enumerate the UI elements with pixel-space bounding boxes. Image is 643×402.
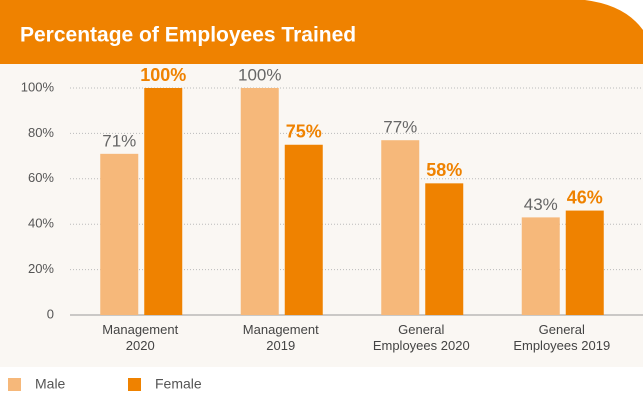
bar xyxy=(284,144,323,315)
value-label: 46% xyxy=(567,187,603,207)
y-tick-label: 0 xyxy=(47,306,54,321)
y-tick-label: 80% xyxy=(28,125,54,140)
value-label: 75% xyxy=(286,122,322,142)
value-label: 77% xyxy=(383,118,417,137)
bar xyxy=(521,217,560,315)
x-tick-label: Management 2019 xyxy=(242,322,319,353)
y-tick-label: 20% xyxy=(28,261,54,276)
bar xyxy=(144,88,183,315)
x-tick-label: General Employees 2020 xyxy=(372,322,470,353)
y-tick-label: 40% xyxy=(28,216,54,231)
value-label: 100% xyxy=(238,65,281,84)
legend-swatch xyxy=(8,378,21,391)
x-tick-label: General Employees 2019 xyxy=(513,322,611,353)
value-label: 71% xyxy=(102,131,136,150)
y-tick-label: 60% xyxy=(28,170,54,185)
bar xyxy=(565,210,604,315)
bar xyxy=(425,183,464,315)
chart-title: Percentage of Employees Trained xyxy=(20,24,356,47)
bar xyxy=(381,140,420,315)
value-label: 43% xyxy=(524,195,558,214)
value-label: 100% xyxy=(140,65,186,85)
value-label: 58% xyxy=(426,160,462,180)
legend-label: Female xyxy=(155,376,202,392)
bar xyxy=(100,153,139,315)
title-banner xyxy=(0,0,643,64)
bar xyxy=(240,88,279,315)
legend-swatch xyxy=(128,378,141,391)
y-tick-label: 100% xyxy=(21,79,55,94)
legend-label: Male xyxy=(35,376,66,392)
x-tick-label: Management 2020 xyxy=(102,322,179,353)
